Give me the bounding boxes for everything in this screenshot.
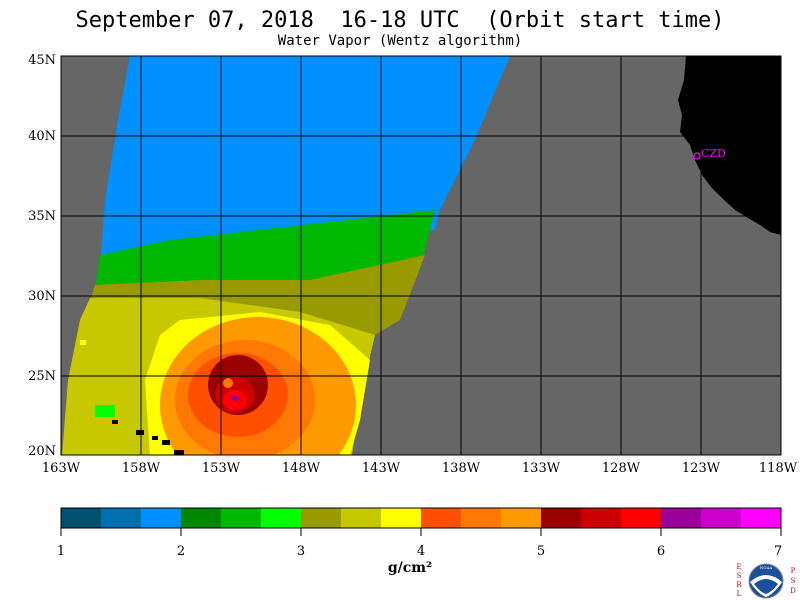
swath-band-green [95, 210, 435, 290]
lon-label: 158W [122, 461, 161, 476]
colorbar-cell [301, 508, 342, 528]
colorbar-cell [381, 508, 422, 528]
logo-letter: S [737, 572, 742, 580]
colorbar-cell [221, 508, 262, 528]
colorbar-cell [341, 508, 382, 528]
swath-band-olive [90, 255, 425, 335]
lat-label: 35N [28, 209, 56, 224]
colorbar-cell [701, 508, 742, 528]
land-north-america [678, 56, 781, 235]
green-patch [95, 405, 115, 417]
island [112, 420, 118, 424]
colorbar-tick-label: 7 [774, 544, 782, 559]
moisture-purple [231, 395, 239, 401]
colorbar-cell [461, 508, 502, 528]
colorbar-cell [501, 508, 542, 528]
lon-label: 123W [682, 461, 721, 476]
colorbar-unit: g/cm² [387, 560, 433, 576]
lon-label: 148W [282, 461, 321, 476]
lon-label: 128W [602, 461, 641, 476]
colorbar-tick-label: 6 [657, 544, 665, 559]
logo-letter: R [736, 581, 742, 589]
island [152, 436, 158, 440]
logo-letter: P [791, 567, 796, 575]
island [162, 440, 170, 445]
station-label: CZD [701, 147, 726, 160]
colorbar-cell [101, 508, 142, 528]
logo-letter: E [736, 563, 741, 571]
colorbar-cell [541, 508, 582, 528]
logo-letter: D [790, 587, 796, 595]
colorbar-cell [421, 508, 462, 528]
noaa-esrl-logo: E S R L P S D NOAA [736, 563, 796, 599]
lat-label: 30N [28, 289, 56, 304]
island [174, 450, 184, 455]
lon-label: 153W [202, 461, 241, 476]
moisture-eye [223, 378, 233, 388]
lon-label: 163W [42, 461, 81, 476]
lon-label: 118W [759, 461, 798, 476]
colorbar [61, 508, 782, 528]
lon-label: 143W [362, 461, 401, 476]
lat-label: 40N [28, 129, 56, 144]
colorbar-tick-label: 5 [537, 544, 545, 559]
colorbar-cell [261, 508, 302, 528]
colorbar-cell [661, 508, 702, 528]
logo-letter: L [737, 590, 742, 598]
map-subtitle: Water Vapor (Wentz algorithm) [277, 33, 523, 49]
colorbar-cell [141, 508, 182, 528]
colorbar-cell [621, 508, 662, 528]
colorbar-tick-label: 2 [177, 544, 185, 559]
map-title: September 07, 2018 16-18 UTC (Orbit star… [75, 8, 725, 33]
colorbar-tick-label: 1 [57, 544, 65, 559]
green-patch [80, 340, 86, 345]
station-marker [693, 152, 701, 160]
lat-label: 25N [28, 369, 56, 384]
colorbar-tick-label: 4 [417, 544, 425, 559]
lat-label: 45N [28, 53, 56, 68]
colorbar-cell [741, 508, 782, 528]
colorbar-cell [581, 508, 622, 528]
lon-label: 138W [442, 461, 481, 476]
colorbar-cell [61, 508, 102, 528]
noaa-badge-text: NOAA [760, 565, 773, 570]
colorbar-tick-label: 3 [297, 544, 305, 559]
logo-letter: S [791, 577, 796, 585]
lat-label: 20N [28, 444, 56, 459]
lon-label: 133W [522, 461, 561, 476]
island [136, 430, 144, 435]
colorbar-cell [181, 508, 222, 528]
graticule [61, 56, 781, 455]
